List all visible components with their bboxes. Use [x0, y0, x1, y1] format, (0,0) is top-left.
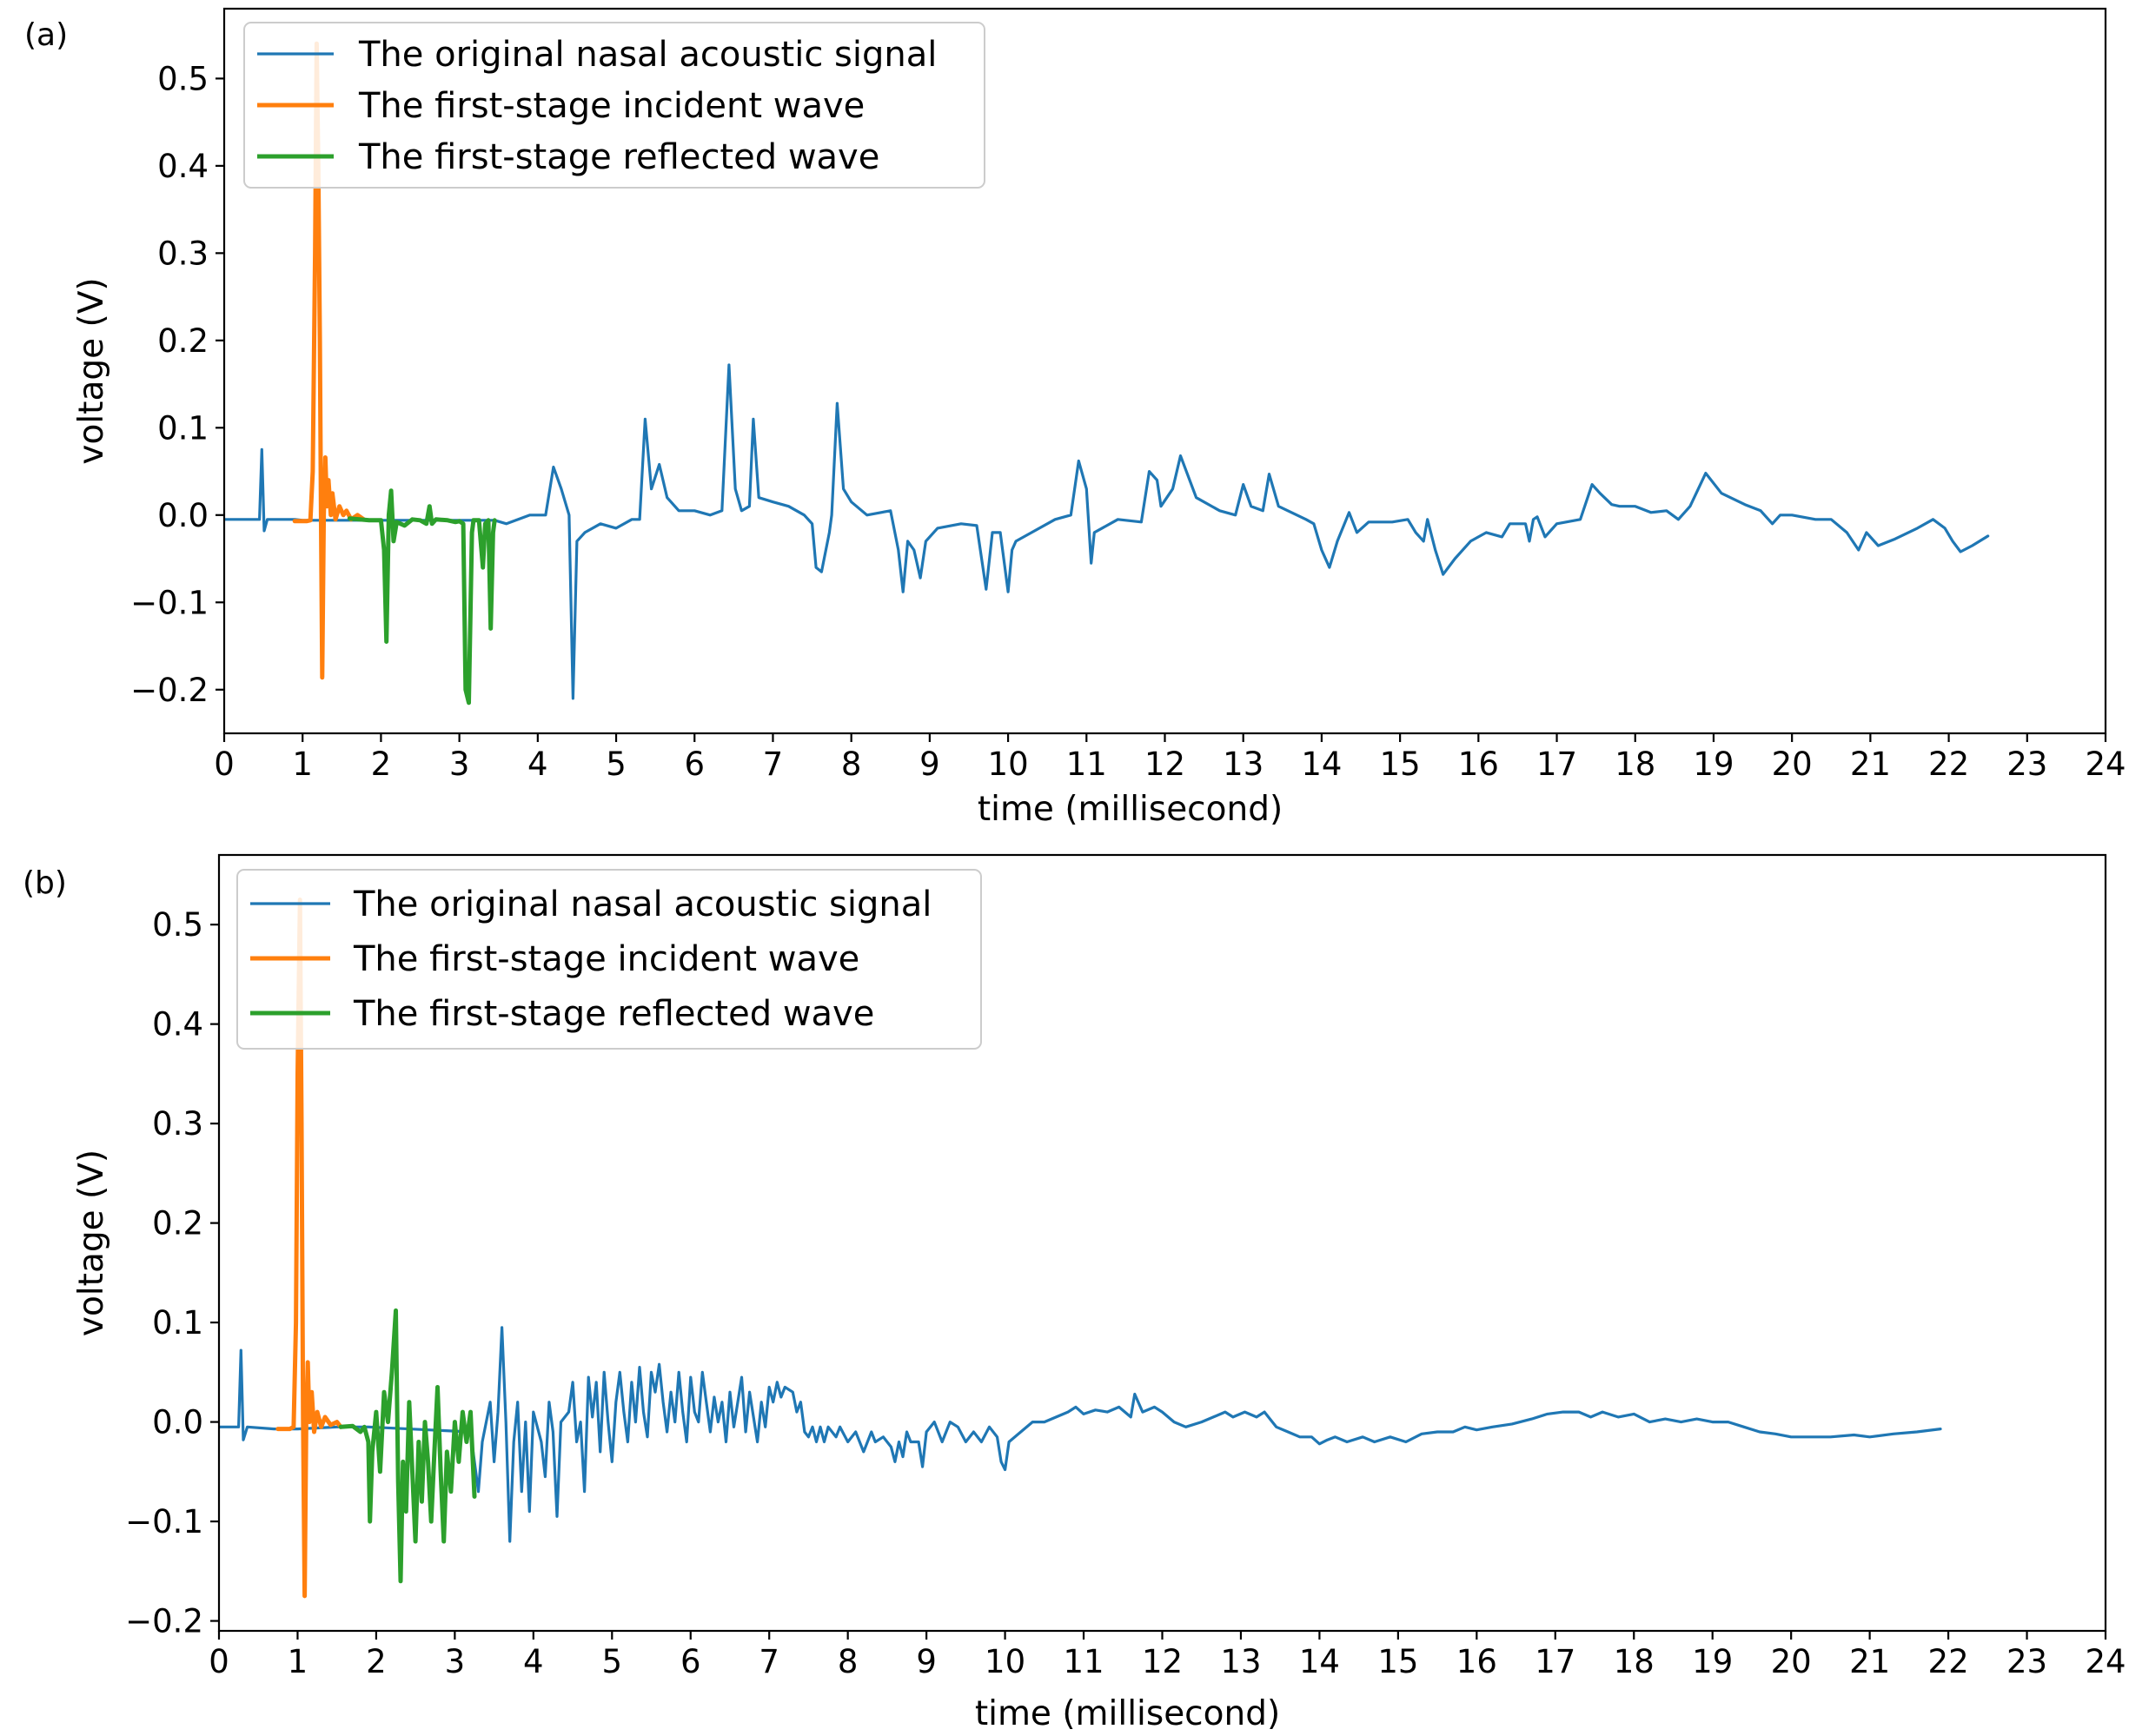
x-tick-label: 21 [1849, 1643, 1890, 1680]
series-line-3 [347, 488, 497, 706]
x-tick-label: 18 [1615, 745, 1655, 783]
x-tick-label: 1 [288, 1643, 308, 1680]
x-tick-label: 21 [1850, 745, 1891, 783]
x-tick-label: 4 [527, 745, 548, 783]
y-tick-label: 0.4 [152, 1006, 203, 1044]
x-tick-label: 11 [1066, 745, 1107, 783]
x-tick-label: 16 [1458, 745, 1499, 783]
x-tick-label: 18 [1614, 1643, 1655, 1680]
x-tick-label: 15 [1380, 745, 1421, 783]
x-tick-label: 15 [1377, 1643, 1418, 1680]
x-tick-label: 10 [988, 745, 1029, 783]
x-tick-label: 20 [1771, 1643, 1812, 1680]
x-tick-label: 24 [2085, 1643, 2126, 1680]
x-tick-label: 8 [841, 745, 862, 783]
legend-entry-label: The first-stage incident wave [358, 86, 865, 126]
y-axis-label: voltage (V) [72, 277, 111, 464]
x-tick-label: 17 [1536, 745, 1577, 783]
series-line-1 [224, 363, 1990, 700]
x-tick-label: 9 [916, 1643, 937, 1680]
x-tick-label: 8 [838, 1643, 859, 1680]
x-tick-label: 17 [1535, 1643, 1575, 1680]
series-line-2 [292, 41, 367, 680]
x-tick-label: 12 [1142, 1643, 1183, 1680]
x-tick-label: 5 [606, 745, 627, 783]
x-tick-label: 7 [759, 1643, 779, 1680]
y-tick-label: −0.2 [130, 672, 209, 709]
y-tick-label: −0.1 [130, 584, 209, 621]
y-tick-label: 0.5 [157, 60, 209, 97]
x-tick-label: 5 [602, 1643, 623, 1680]
legend-box [236, 869, 982, 1050]
y-tick-label: 0.0 [157, 497, 209, 534]
x-tick-label: 20 [1772, 745, 1813, 783]
x-tick-label: 4 [523, 1643, 544, 1680]
panel-label: (a) [24, 17, 68, 53]
x-tick-label: 22 [1928, 1643, 1969, 1680]
x-tick-label: 6 [684, 745, 705, 783]
x-axis-label: time (millisecond) [978, 790, 1283, 829]
x-tick-label: 9 [919, 745, 940, 783]
x-tick-label: 3 [445, 1643, 466, 1680]
x-tick-label: 1 [292, 745, 313, 783]
x-axis-label: time (millisecond) [975, 1694, 1280, 1733]
y-axis-label: voltage (V) [72, 1150, 111, 1336]
x-tick-label: 11 [1063, 1643, 1104, 1680]
y-tick-label: 0.1 [152, 1304, 203, 1342]
x-tick-label: 7 [763, 745, 784, 783]
chart-panel-a: (a)0 1 2 3 4 5 6 7 8 9 10 11 12 13 14 15 16 17 18 19 20 21 22 2… [24, 7, 2126, 829]
x-tick-label: 10 [985, 1643, 1025, 1680]
y-tick-label: 0.2 [157, 322, 209, 360]
y-tick-label: 0.2 [152, 1205, 203, 1242]
legend-box [243, 22, 985, 189]
x-tick-label: 19 [1693, 745, 1734, 783]
x-tick-label: 24 [2085, 745, 2126, 783]
legend-entry-label: The original nasal acoustic signal [358, 35, 937, 75]
y-tick-label: 0.3 [157, 235, 209, 272]
x-tick-label: 23 [2006, 745, 2047, 783]
legend-entry-label: The first-stage reflected wave [353, 994, 874, 1034]
x-tick-label: 13 [1220, 1643, 1261, 1680]
x-tick-label: 22 [1928, 745, 1969, 783]
series-line-1 [219, 1326, 1942, 1543]
x-tick-label: 14 [1301, 745, 1342, 783]
legend: The original nasal acoustic signal The fi… [243, 22, 985, 189]
x-tick-label: 0 [209, 1643, 229, 1680]
y-tick-label: 0.3 [152, 1105, 203, 1143]
y-tick-label: 0.5 [152, 906, 203, 944]
legend-entry-label: The original nasal acoustic signal [353, 885, 932, 924]
x-tick-label: 3 [449, 745, 470, 783]
y-tick-label: −0.1 [125, 1503, 203, 1541]
x-tick-label: 0 [214, 745, 235, 783]
x-tick-label: 14 [1299, 1643, 1340, 1680]
x-tick-label: 13 [1223, 745, 1263, 783]
series-line-2 [275, 898, 343, 1599]
legend-entry-label: The first-stage reflected wave [358, 137, 879, 177]
x-tick-label: 2 [366, 1643, 387, 1680]
y-tick-label: 0.0 [152, 1404, 203, 1441]
x-tick-label: 16 [1456, 1643, 1497, 1680]
y-tick-label: 0.1 [157, 409, 209, 447]
x-tick-label: 6 [680, 1643, 701, 1680]
x-tick-label: 12 [1144, 745, 1185, 783]
legend-entry-label: The first-stage incident wave [353, 939, 859, 979]
y-tick-label: −0.2 [125, 1603, 203, 1640]
y-tick-label: 0.4 [157, 148, 209, 185]
x-tick-label: 23 [2006, 1643, 2047, 1680]
series-line-3 [338, 1308, 477, 1584]
x-tick-label: 19 [1692, 1643, 1733, 1680]
chart-panel-b: (b)0 1 2 3 4 5 6 7 8 9 10 11 12 13 14 15 16 17 18 19 20 21 22 2… [23, 853, 2126, 1733]
legend: The original nasal acoustic signal The fi… [236, 869, 982, 1050]
panel-label: (b) [23, 865, 67, 901]
x-tick-label: 2 [371, 745, 392, 783]
